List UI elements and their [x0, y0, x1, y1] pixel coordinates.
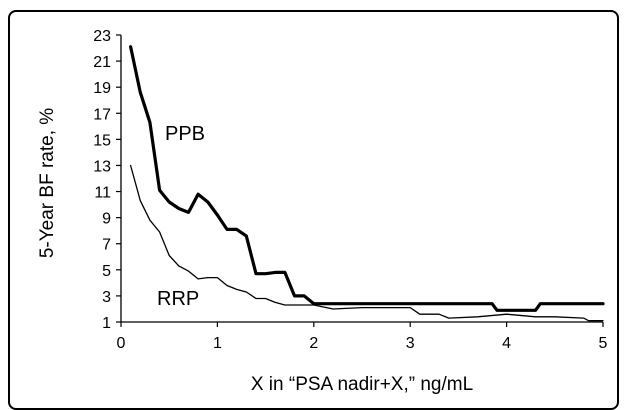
y-tick-label: 5	[102, 263, 111, 280]
x-tick-label: 2	[309, 335, 318, 352]
y-tick-label: 1	[102, 315, 111, 332]
series-label-ppb: PPB	[165, 123, 205, 145]
x-tick-label: 5	[599, 335, 608, 352]
y-axis-label: 5-Year BF rate, %	[37, 108, 58, 258]
y-tick-label: 21	[93, 54, 111, 71]
axes	[116, 34, 604, 327]
y-tick-label: 7	[102, 237, 111, 254]
y-tick-label: 11	[94, 185, 111, 202]
series-line-rrp	[129, 164, 604, 322]
x-tick-label: 1	[213, 335, 222, 352]
x-tick-label: 4	[502, 335, 511, 352]
series-line-ppb	[129, 45, 605, 312]
y-tick-label: 13	[93, 158, 111, 175]
y-tick-label: 17	[93, 106, 111, 123]
y-tick-label: 23	[93, 28, 111, 45]
x-axis-label: X in “PSA nadir+X,” ng/mL	[251, 374, 473, 395]
x-tick-label: 0	[117, 335, 126, 352]
y-tick-label: 9	[102, 211, 111, 228]
series-label-rrp: RRP	[157, 288, 199, 310]
series-lines	[129, 45, 605, 322]
y-tick-label: 15	[93, 132, 111, 149]
y-tick-label: 19	[93, 80, 111, 97]
y-tick-label: 3	[102, 289, 111, 306]
x-tick-label: 3	[406, 335, 415, 352]
